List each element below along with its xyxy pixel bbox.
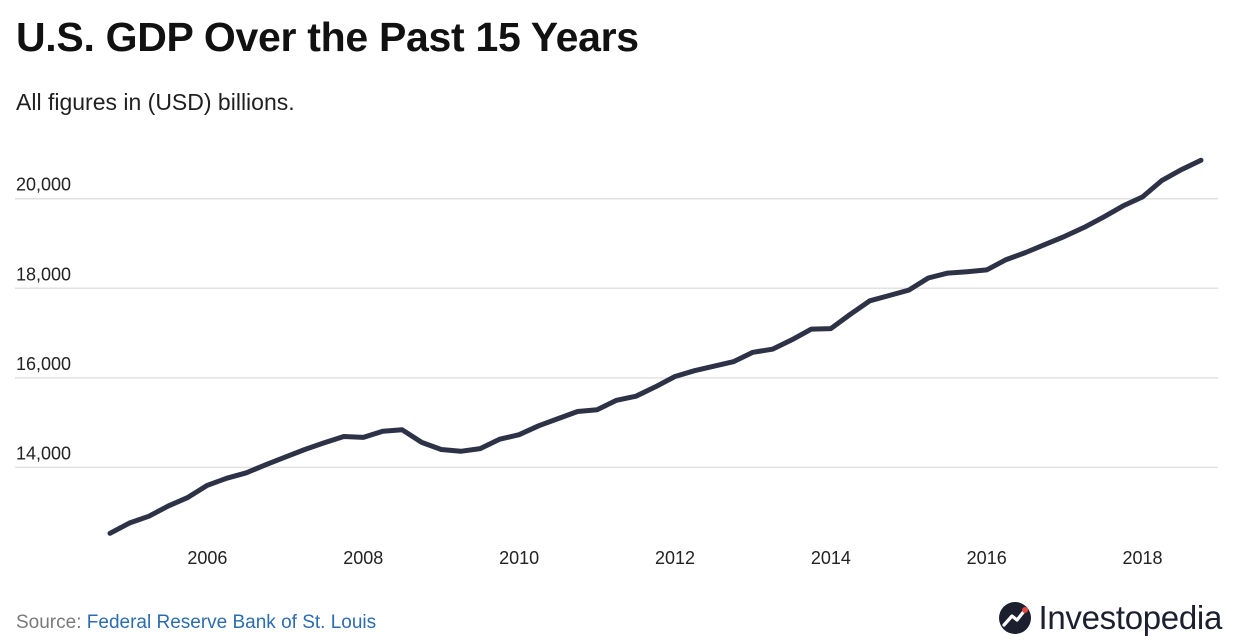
x-tick-label: 2010	[499, 548, 539, 568]
y-tick-label: 16,000	[16, 354, 71, 374]
investopedia-logo-icon	[999, 602, 1032, 634]
chart-subtitle: All figures in (USD) billions.	[16, 89, 295, 115]
source-label: Source:	[16, 612, 87, 633]
chart-title: U.S. GDP Over the Past 15 Years	[16, 14, 639, 60]
y-tick-label: 20,000	[16, 175, 71, 195]
y-axis-ticks: 14,000 16,000 18,000 20,000	[16, 175, 71, 464]
x-tick-label: 2014	[811, 548, 851, 568]
brand-logo: Investopedia	[998, 599, 1222, 637]
brand-name: Investopedia	[1038, 599, 1222, 636]
source-note: Source: Federal Reserve Bank of St. Loui…	[16, 612, 376, 634]
source-link[interactable]: Federal Reserve Bank of St. Louis	[86, 612, 377, 633]
x-tick-label: 2008	[343, 548, 383, 568]
gdp-series-line	[107, 157, 1204, 536]
x-axis-ticks: 2006 2008 2010 2012 2014 2016 2018	[187, 548, 1162, 568]
y-tick-label: 18,000	[16, 264, 71, 284]
y-tick-label: 14,000	[16, 443, 71, 463]
x-tick-label: 2012	[655, 548, 695, 568]
x-tick-label: 2016	[967, 548, 1007, 568]
x-tick-label: 2018	[1123, 548, 1163, 568]
grid-lines	[15, 197, 1218, 469]
x-tick-label: 2006	[187, 548, 227, 568]
gdp-line-chart: 14,000 16,000 18,000 20,000 2006 2008 2010 201…	[15, 157, 1218, 568]
